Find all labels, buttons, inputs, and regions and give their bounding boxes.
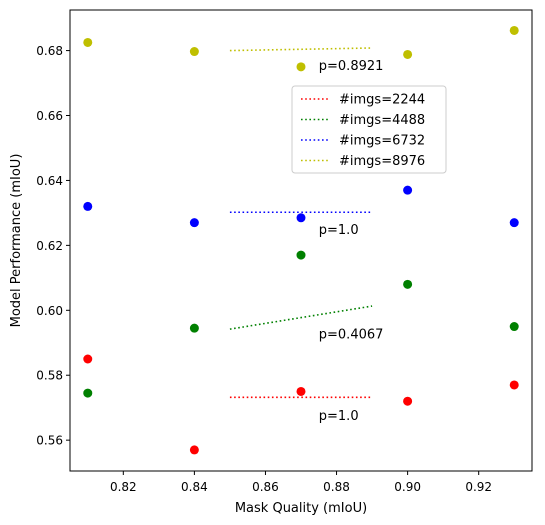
y-tick-label: 0.58 <box>36 369 63 383</box>
p-value-annotation: p=1.0 <box>319 223 359 238</box>
trend-line <box>229 47 373 52</box>
x-tick-label: 0.86 <box>252 480 279 494</box>
data-point <box>509 218 519 228</box>
x-tick-label: 0.92 <box>465 480 492 494</box>
data-point <box>403 49 413 59</box>
data-point <box>296 250 306 260</box>
data-point <box>83 388 93 398</box>
y-tick-label: 0.60 <box>36 304 63 318</box>
trend-line <box>229 305 373 330</box>
data-point <box>189 47 199 57</box>
y-tick-label: 0.62 <box>36 239 63 253</box>
y-tick-label: 0.66 <box>36 109 63 123</box>
data-point <box>189 445 199 455</box>
x-tick-label: 0.90 <box>394 480 421 494</box>
plot-area: p=1.0 p=0.4067 p=1.0 p=0.8921 <box>83 25 519 455</box>
p-value-annotation: p=0.8921 <box>319 59 384 74</box>
x-axis-label: Mask Quality (mIoU) <box>235 501 367 516</box>
y-tick-label: 0.56 <box>36 434 63 448</box>
legend-label: #imgs=4488 <box>339 113 425 128</box>
data-point <box>509 25 519 35</box>
x-tick-label: 0.88 <box>323 480 350 494</box>
legend-label: #imgs=2244 <box>339 93 425 108</box>
data-point <box>83 201 93 211</box>
axis-ticks: 0.82 0.84 0.86 0.88 0.90 0.92 0.56 0.58 0.60 0.62… <box>36 44 492 494</box>
data-point <box>296 62 306 72</box>
x-tick-label: 0.82 <box>110 480 137 494</box>
x-tick-label: 0.84 <box>181 480 208 494</box>
y-axis-label: Model Performance (mIoU) <box>9 154 24 328</box>
data-point <box>403 279 413 289</box>
data-point <box>509 380 519 390</box>
data-point <box>83 354 93 364</box>
p-value-annotation: p=0.4067 <box>319 328 384 343</box>
axes-frame <box>69 9 533 472</box>
data-point <box>189 218 199 228</box>
legend-box <box>291 85 447 174</box>
data-point <box>296 213 306 223</box>
data-point <box>509 322 519 332</box>
data-point <box>296 386 306 396</box>
data-point <box>403 396 413 406</box>
legend: #imgs=2244 #imgs=4488 #imgs=6732 #imgs=8976 <box>291 85 447 174</box>
legend-label: #imgs=8976 <box>339 154 425 169</box>
y-tick-label: 0.68 <box>36 44 63 58</box>
data-point <box>83 37 93 47</box>
y-tick-label: 0.64 <box>36 174 63 188</box>
legend-label: #imgs=6732 <box>339 134 425 149</box>
data-point <box>403 185 413 195</box>
p-value-annotation: p=1.0 <box>319 409 359 424</box>
data-point <box>189 323 199 333</box>
